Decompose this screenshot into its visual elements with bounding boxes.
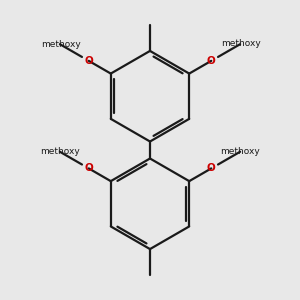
Text: methoxy: methoxy xyxy=(41,40,81,50)
Text: methoxy: methoxy xyxy=(40,147,80,156)
Text: methoxy: methoxy xyxy=(220,147,260,156)
Text: O: O xyxy=(84,164,93,173)
Text: O: O xyxy=(207,164,216,173)
Text: methoxy: methoxy xyxy=(221,39,261,48)
Text: O: O xyxy=(207,56,216,66)
Text: O: O xyxy=(84,56,93,66)
